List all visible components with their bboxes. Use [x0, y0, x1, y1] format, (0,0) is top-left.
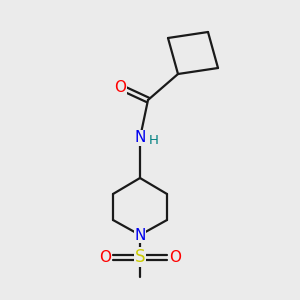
- Text: S: S: [135, 248, 145, 266]
- Text: O: O: [169, 250, 181, 265]
- Text: H: H: [149, 134, 159, 146]
- Text: O: O: [99, 250, 111, 265]
- Text: O: O: [114, 80, 126, 95]
- Text: N: N: [134, 130, 146, 146]
- Text: N: N: [134, 227, 146, 242]
